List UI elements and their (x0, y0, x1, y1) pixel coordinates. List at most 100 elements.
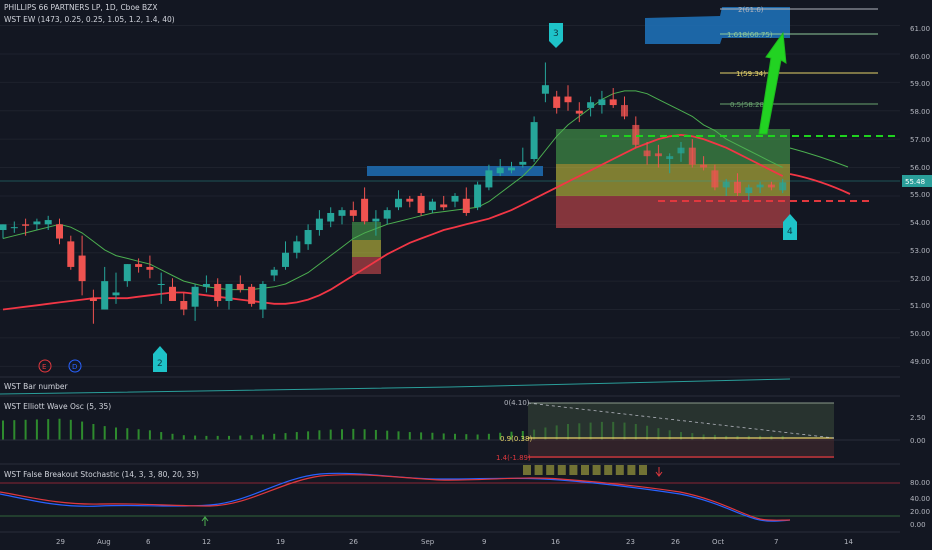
candle[interactable] (214, 283, 222, 302)
candle[interactable] (508, 167, 515, 171)
candle[interactable] (123, 264, 131, 282)
candle[interactable] (327, 212, 335, 222)
candle[interactable] (541, 85, 549, 94)
svg-text:61.00: 61.00 (910, 25, 930, 33)
osc-bar (431, 432, 434, 440)
candle[interactable] (78, 255, 86, 282)
osc-bar (374, 429, 377, 440)
candle[interactable] (0, 224, 7, 231)
candle[interactable] (349, 210, 357, 216)
candle[interactable] (666, 156, 674, 160)
osc-bar (420, 432, 423, 440)
candle[interactable] (67, 241, 75, 267)
svg-text:51.00: 51.00 (910, 302, 930, 310)
candle[interactable] (598, 99, 606, 106)
bar-number-line (0, 378, 791, 395)
candle[interactable] (485, 170, 493, 188)
osc-bar (171, 433, 174, 440)
candle[interactable] (101, 281, 109, 310)
candle[interactable] (688, 147, 696, 165)
candle[interactable] (383, 210, 391, 219)
candle[interactable] (236, 283, 244, 290)
candle[interactable] (440, 204, 448, 208)
candle[interactable] (112, 292, 120, 296)
svg-text:9: 9 (482, 538, 486, 546)
candle[interactable] (779, 182, 787, 191)
candle[interactable] (451, 195, 459, 202)
candle[interactable] (711, 170, 719, 188)
svg-text:59.00: 59.00 (910, 80, 930, 88)
price-axis-panel[interactable] (900, 0, 932, 550)
candle[interactable] (293, 241, 301, 253)
ema-slow-line[interactable] (2, 133, 784, 311)
candle[interactable] (553, 96, 561, 108)
osc-bar (148, 430, 151, 440)
candle[interactable] (338, 210, 346, 216)
candle[interactable] (632, 124, 640, 145)
candle[interactable] (304, 230, 312, 245)
candle[interactable] (609, 99, 617, 106)
candle[interactable] (89, 298, 97, 302)
candle[interactable] (33, 221, 41, 225)
candle[interactable] (496, 167, 504, 174)
candle[interactable] (361, 198, 369, 222)
candle[interactable] (722, 181, 730, 188)
bar-number-legend[interactable]: WST Bar number (4, 382, 68, 391)
candle[interactable] (395, 198, 402, 208)
candle[interactable] (372, 218, 380, 222)
candle[interactable] (530, 122, 538, 160)
candle[interactable] (282, 252, 289, 267)
candle[interactable] (564, 96, 572, 103)
candle[interactable] (745, 187, 753, 194)
candle[interactable] (575, 110, 583, 114)
osc-bar (499, 432, 502, 440)
candle[interactable] (462, 198, 470, 213)
candle[interactable] (22, 224, 30, 226)
candle[interactable] (180, 301, 188, 310)
earnings-marker[interactable]: E (38, 359, 52, 373)
candle[interactable] (169, 286, 176, 302)
ema-fast-line[interactable] (2, 90, 783, 291)
elliott-osc-legend[interactable]: WST Elliott Wave Osc (5, 35) (4, 402, 112, 411)
candle[interactable] (767, 184, 775, 188)
candle[interactable] (677, 147, 685, 154)
candle[interactable] (406, 198, 414, 202)
candle[interactable] (270, 269, 278, 276)
main-legend-ew[interactable]: WST EW (1473, 0.25, 0.25, 1.05, 1.2, 1.4… (4, 15, 175, 24)
stoch-up-arrow (201, 516, 209, 526)
osc-bar (363, 429, 366, 440)
candle[interactable] (734, 181, 741, 194)
candle[interactable] (10, 227, 18, 229)
candle[interactable] (56, 224, 63, 239)
candle[interactable] (146, 266, 154, 270)
candle[interactable] (157, 283, 165, 285)
candle[interactable] (44, 220, 52, 225)
candle[interactable] (519, 161, 527, 165)
candle[interactable] (756, 184, 764, 188)
candle[interactable] (587, 102, 595, 108)
dividend-marker[interactable]: D (68, 359, 82, 373)
candle[interactable] (202, 283, 210, 287)
candle[interactable] (191, 286, 199, 307)
osc-bar (160, 432, 163, 440)
candle[interactable] (259, 283, 267, 310)
main-legend-title[interactable]: PHILLIPS 66 PARTNERS LP, 1D, Cboe BZX (4, 3, 158, 12)
candle[interactable] (643, 150, 651, 157)
candles[interactable] (0, 62, 787, 324)
candle[interactable] (428, 201, 436, 211)
stochastic-legend[interactable]: WST False Breakout Stochastic (14, 3, 3,… (4, 470, 199, 479)
time-axis-labels[interactable]: 29 Aug 6 12 19 26 Sep 9 16 23 26 30 Oct … (56, 538, 853, 546)
candle[interactable] (654, 153, 662, 157)
candle[interactable] (700, 164, 708, 168)
candle[interactable] (621, 105, 628, 117)
fib-levels: 2(61.6) 1.618(60.75) 1(59.34) 0.5(58.28) (720, 6, 878, 109)
candle[interactable] (225, 283, 233, 302)
candle[interactable] (135, 264, 143, 267)
svg-text:58.00: 58.00 (910, 108, 930, 116)
candle[interactable] (417, 195, 425, 213)
candle[interactable] (474, 184, 482, 208)
candle[interactable] (315, 218, 323, 231)
candle[interactable] (248, 286, 256, 304)
osc-bar (465, 434, 468, 440)
